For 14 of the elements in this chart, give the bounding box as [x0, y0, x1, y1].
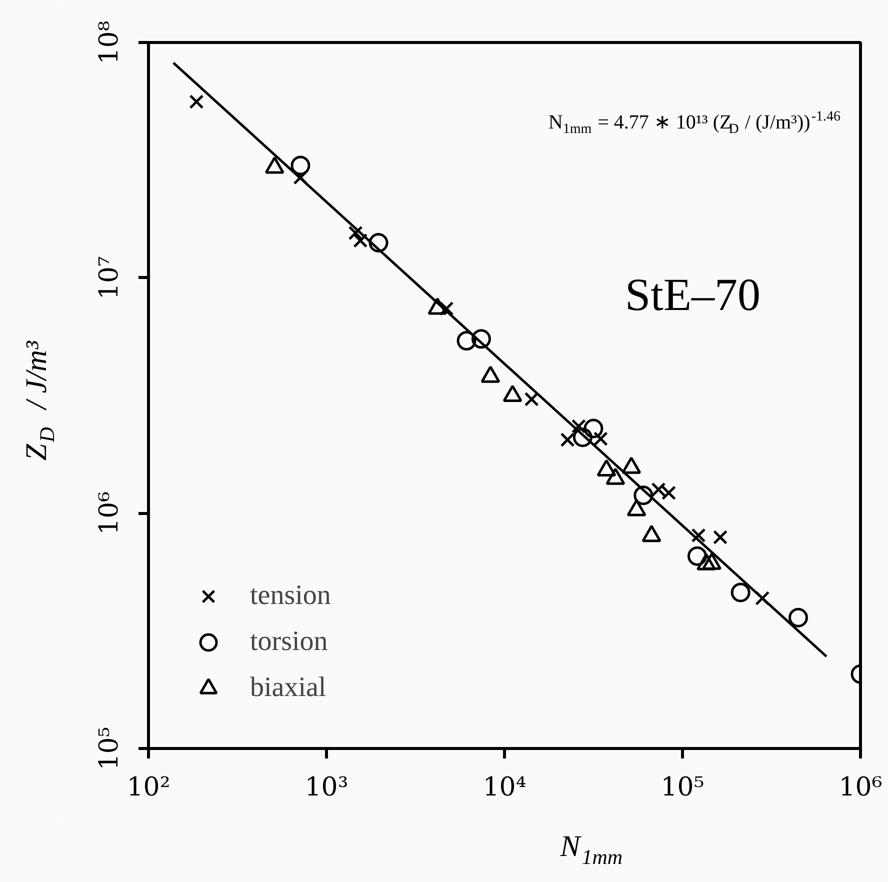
- x-tick-label: 10⁴: [482, 772, 526, 802]
- y-axis-title: ZD / J/m³: [20, 340, 59, 461]
- legend-label: biaxial: [250, 672, 326, 704]
- legend-label: torsion: [250, 626, 328, 658]
- y-tick-label: 10⁵: [94, 726, 124, 770]
- y-tick-label: 10⁶: [94, 491, 124, 535]
- x-tick-label: 10⁶: [838, 772, 882, 802]
- annotation: StE–70: [625, 269, 760, 320]
- y-tick-label: 10⁸: [94, 20, 124, 64]
- x-tick-label: 10²: [126, 772, 170, 802]
- x-tick-label: 10³: [304, 772, 348, 802]
- y-tick-label: 10⁷: [94, 256, 124, 300]
- x-tick-label: 10⁵: [660, 772, 704, 802]
- legend-label: tension: [250, 580, 331, 612]
